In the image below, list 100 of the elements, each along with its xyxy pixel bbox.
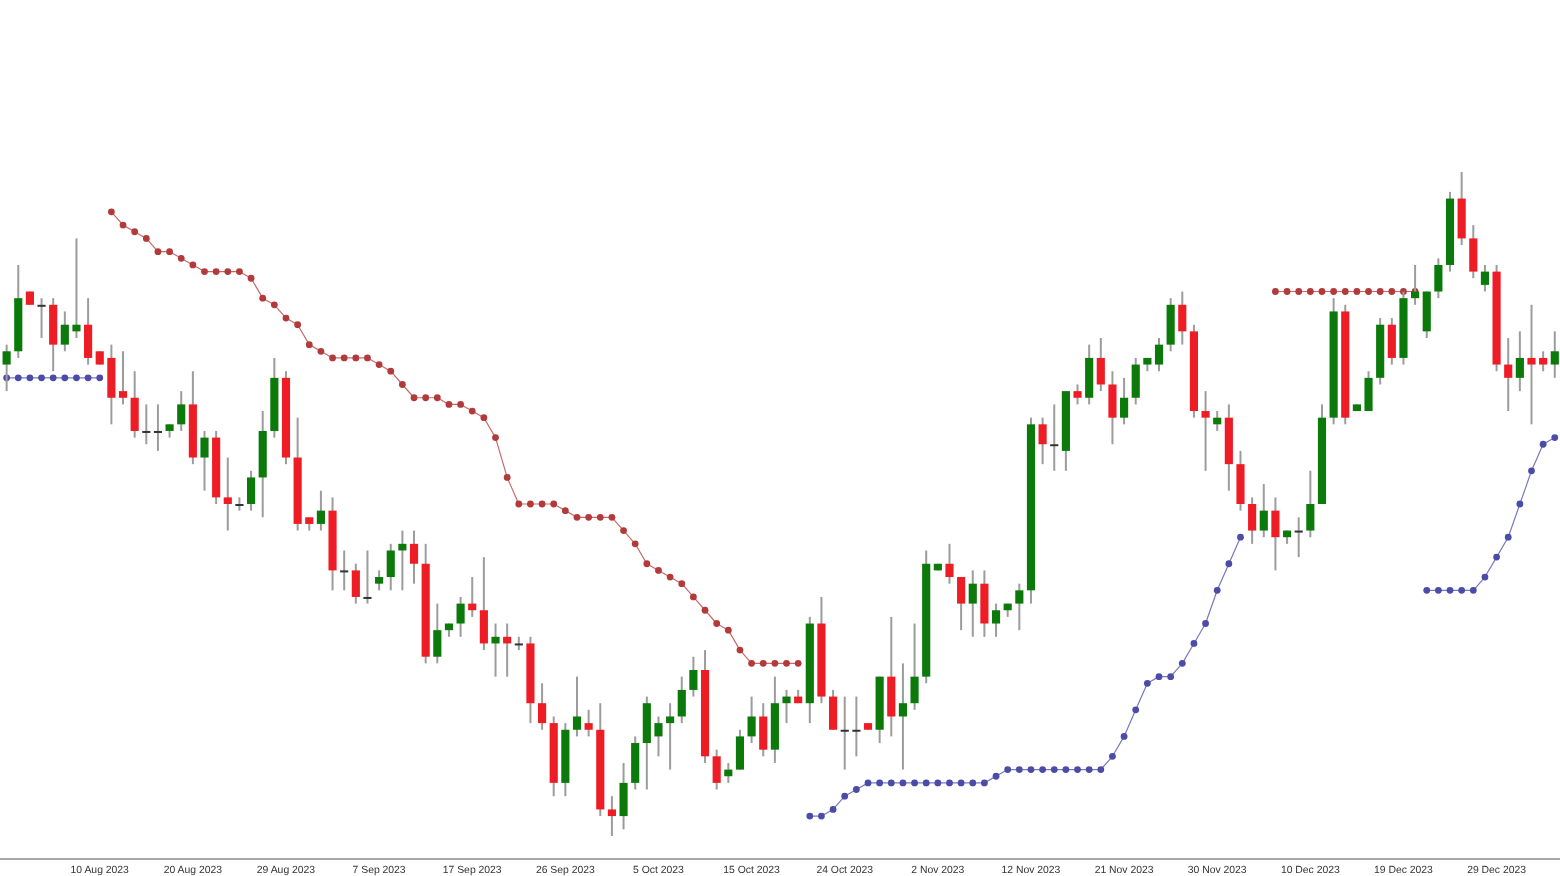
candlestick <box>1166 297 1175 353</box>
candlestick <box>1387 317 1396 366</box>
candlestick <box>177 390 186 432</box>
candlestick <box>1108 370 1117 446</box>
candlestick <box>957 576 966 632</box>
point <box>1062 766 1070 773</box>
candlestick <box>223 456 232 532</box>
candlestick <box>1073 383 1082 406</box>
point <box>84 374 92 382</box>
candlestick <box>945 542 954 585</box>
candlestick <box>1015 582 1024 632</box>
point <box>1469 586 1477 594</box>
candlestick <box>898 662 907 771</box>
candlestick <box>142 403 151 446</box>
candlestick <box>479 556 488 652</box>
candlestick <box>735 728 745 771</box>
point <box>992 772 1000 780</box>
point <box>934 779 942 787</box>
point <box>1504 533 1512 541</box>
candlestick <box>538 682 547 731</box>
point <box>1039 766 1047 773</box>
point <box>1132 706 1140 714</box>
candlestick <box>910 622 919 711</box>
candlestick <box>829 688 838 731</box>
candlestick <box>584 708 593 738</box>
point <box>1190 640 1198 647</box>
point <box>1085 766 1093 773</box>
candlestick <box>666 702 675 771</box>
candlestick <box>1178 290 1187 346</box>
point <box>14 374 22 382</box>
candlestick <box>747 695 756 745</box>
point <box>49 374 57 382</box>
candlestick <box>340 549 349 592</box>
point <box>1225 560 1233 568</box>
point <box>829 806 837 813</box>
point <box>852 786 860 793</box>
candlestick <box>363 549 372 605</box>
candlestick <box>351 562 360 605</box>
candlestick <box>258 410 267 519</box>
candlestick <box>375 569 384 592</box>
candlestick <box>991 602 1001 638</box>
point <box>26 374 34 382</box>
candlestick <box>782 688 791 725</box>
point <box>957 779 965 787</box>
point <box>1493 553 1500 561</box>
point <box>922 779 930 787</box>
candlestick <box>386 542 395 592</box>
candlestick <box>1504 337 1513 413</box>
point <box>1539 440 1547 448</box>
candlestick <box>1306 469 1315 539</box>
candlestick <box>770 675 779 764</box>
point <box>1237 533 1244 541</box>
candlestick <box>607 795 616 837</box>
point <box>887 779 895 787</box>
point <box>1015 766 1023 773</box>
point <box>1481 573 1489 581</box>
point <box>1074 766 1081 773</box>
point <box>911 779 918 787</box>
point <box>864 779 872 787</box>
candlestick <box>433 602 442 665</box>
candlestick <box>200 429 209 492</box>
point <box>38 374 45 382</box>
candlestick <box>677 675 686 725</box>
candlestick <box>316 489 325 532</box>
candlestick <box>1259 483 1268 539</box>
point <box>1120 733 1128 740</box>
point <box>946 779 953 787</box>
point <box>1458 586 1466 594</box>
point <box>1178 659 1186 667</box>
candlestick <box>1236 449 1245 512</box>
candlestick <box>118 350 128 406</box>
point <box>1050 766 1058 773</box>
candlestick <box>1550 330 1559 379</box>
candlestick <box>1224 403 1233 492</box>
candlestick <box>1120 376 1129 426</box>
candlestick <box>1131 356 1140 406</box>
candlestick <box>130 370 139 439</box>
candlestick <box>1457 171 1466 247</box>
point <box>1446 586 1454 594</box>
point <box>73 374 80 382</box>
candlestick <box>689 655 698 698</box>
point <box>1551 434 1559 441</box>
point <box>1423 586 1431 594</box>
point <box>899 779 907 787</box>
candlestick <box>246 469 256 512</box>
point <box>1109 752 1116 760</box>
candlestick <box>980 569 989 638</box>
candlestick <box>491 622 500 678</box>
point <box>876 779 884 787</box>
candlestick <box>1515 330 1524 393</box>
point <box>1202 620 1209 627</box>
candlestick <box>409 529 419 585</box>
point <box>61 374 69 382</box>
candlestick <box>1294 516 1303 559</box>
point <box>1155 673 1163 681</box>
candlestick <box>1154 337 1164 373</box>
candlestick <box>1085 343 1094 406</box>
candlestick <box>1201 390 1210 472</box>
point <box>1516 500 1524 508</box>
point <box>1213 586 1221 594</box>
